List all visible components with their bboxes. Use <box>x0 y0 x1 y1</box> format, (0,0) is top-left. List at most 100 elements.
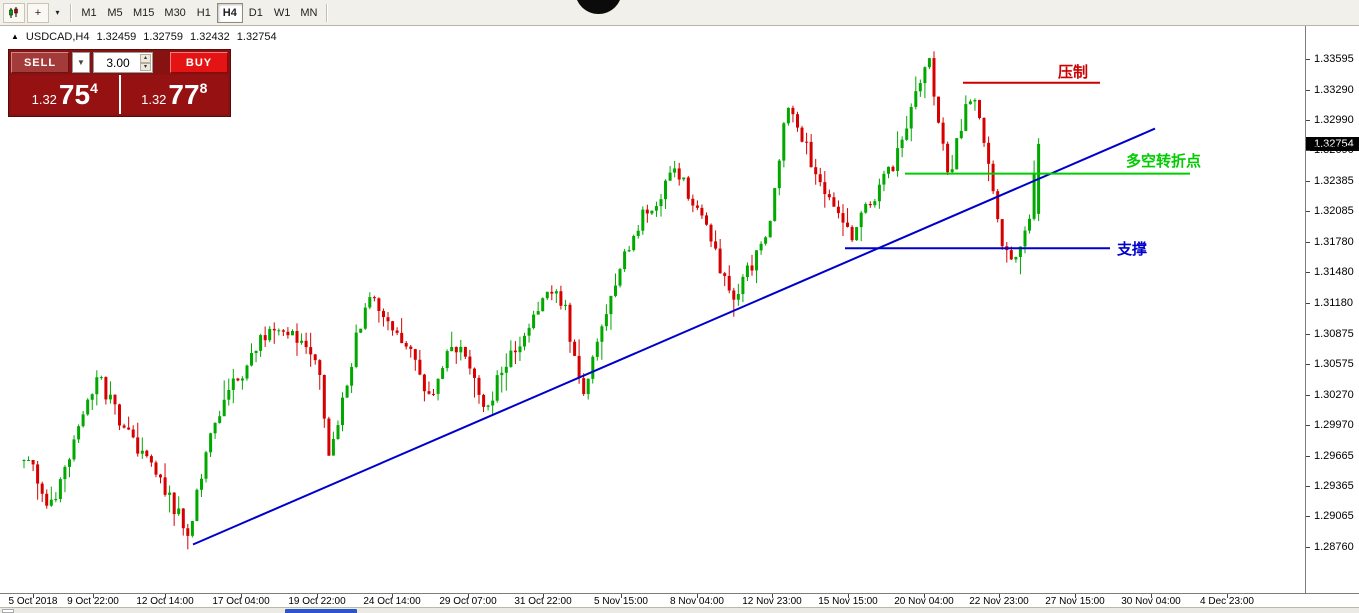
time-axis-label: 4 Dec 23:00 <box>1200 596 1254 607</box>
lot-dropdown-button[interactable]: ▼ <box>72 52 90 73</box>
time-tick <box>924 594 925 598</box>
sell-price-prefix: 1.32 <box>31 92 57 107</box>
price-axis-label: 1.32990 <box>1314 114 1354 127</box>
time-axis-label: 12 Oct 14:00 <box>136 596 194 607</box>
time-axis-label: 12 Nov 23:00 <box>742 596 802 607</box>
price-tick <box>1306 181 1310 183</box>
ohlc-open: 1.32459 <box>96 31 137 43</box>
price-tick <box>1306 120 1310 122</box>
timeframe-button-m15[interactable]: M15 <box>128 3 159 23</box>
time-tick <box>848 594 849 598</box>
price-axis-label: 1.30270 <box>1314 388 1354 401</box>
time-tick <box>543 594 544 598</box>
time-axis-label: 5 Nov 15:00 <box>594 596 648 607</box>
lot-size-value: 3.00 <box>106 55 130 70</box>
time-axis-label: 30 Nov 04:00 <box>1121 596 1181 607</box>
taskbar-fragment[interactable] <box>285 609 357 613</box>
sell-price-display[interactable]: 1.32 75 4 <box>11 75 119 114</box>
buy-button[interactable]: BUY <box>170 52 228 73</box>
ohlc-high: 1.32759 <box>143 31 184 43</box>
time-tick <box>772 594 773 598</box>
timeframe-button-m1[interactable]: M1 <box>76 3 102 23</box>
time-axis-label: 24 Oct 14:00 <box>363 596 421 607</box>
price-axis-label: 1.32085 <box>1314 205 1354 218</box>
time-tick <box>1075 594 1076 598</box>
price-axis-label: 1.31180 <box>1314 296 1353 309</box>
spin-up-icon[interactable]: ▴ <box>140 54 151 63</box>
price-tick <box>1306 547 1310 548</box>
bottom-window-edge <box>0 607 1359 613</box>
crosshair-button[interactable]: + <box>27 2 49 23</box>
sell-price-big: 75 <box>58 79 91 110</box>
one-click-trading-panel: SELL ▼ 3.00 ▴ ▾ BUY 1.32 75 4 1.32 77 8 <box>8 49 231 117</box>
lot-size-input[interactable]: 3.00 ▴ ▾ <box>93 52 153 73</box>
candlesticks <box>22 51 1041 550</box>
trade-controls-row: SELL ▼ 3.00 ▴ ▾ BUY <box>11 52 228 73</box>
sell-button[interactable]: SELL <box>11 52 69 73</box>
chevron-down-icon: ▾ <box>55 8 60 17</box>
trade-prices-row: 1.32 75 4 1.32 77 8 <box>11 75 228 114</box>
buy-price-pip: 8 <box>199 80 208 96</box>
price-tick <box>1306 59 1310 60</box>
timeframe-button-d1[interactable]: D1 <box>243 3 269 23</box>
chart-type-button[interactable] <box>3 2 25 23</box>
chevron-down-icon: ▼ <box>77 58 85 67</box>
ohlc-close: 1.32754 <box>236 31 277 43</box>
timeframe-button-mn[interactable]: MN <box>295 3 322 23</box>
time-tick <box>621 594 622 598</box>
price-axis-label: 1.33290 <box>1314 83 1354 96</box>
lot-spinner[interactable]: ▴ ▾ <box>140 54 151 71</box>
price-tick <box>1306 394 1310 396</box>
toolbar-separator-2 <box>326 3 329 22</box>
time-axis-label: 19 Oct 22:00 <box>288 596 346 607</box>
time-axis[interactable]: 5 Oct 2018 9 Oct 22:00 12 Oct 14:00 17 Oct … <box>0 593 1359 607</box>
price-axis[interactable]: 1.32754 1.33595 1.33290 1.32990 1.32690 1.32… <box>1305 26 1359 593</box>
spin-down-icon[interactable]: ▾ <box>140 62 151 71</box>
buy-price-prefix: 1.32 <box>141 92 167 107</box>
time-axis-label: 17 Oct 04:00 <box>212 596 270 607</box>
price-tick <box>1306 516 1310 518</box>
timeframe-button-h4[interactable]: H4 <box>216 2 243 23</box>
time-tick <box>1151 594 1152 598</box>
candlestick-chart-icon <box>9 6 18 18</box>
price-tick <box>1306 485 1310 487</box>
symbol-period-label: USDCAD,H4 <box>25 31 90 43</box>
price-tick <box>1306 272 1310 274</box>
time-axis-label: 9 Oct 22:00 <box>67 596 119 607</box>
time-tick <box>93 594 94 598</box>
toolbar-dropdown-button[interactable]: ▾ <box>51 3 64 23</box>
time-axis-label: 31 Oct 22:00 <box>514 596 572 607</box>
price-axis-label: 1.29365 <box>1314 479 1354 492</box>
timeframe-button-m30[interactable]: M30 <box>159 3 190 23</box>
price-axis-label: 1.28760 <box>1314 541 1354 553</box>
buy-price-big: 77 <box>168 79 200 110</box>
time-tick <box>317 594 318 598</box>
time-axis-label: 20 Nov 04:00 <box>894 596 954 607</box>
price-tick <box>1306 150 1310 152</box>
chart-window-icon: ▲ <box>11 32 19 41</box>
toolbar: + ▾ M1 M5 M15 M30 H1 H4 D1 W1 MN <box>0 0 1359 26</box>
sell-price-pip: 4 <box>90 80 98 96</box>
timeframe-button-w1[interactable]: W1 <box>269 3 296 23</box>
time-axis-label: 5 Oct 2018 <box>8 596 58 607</box>
time-axis-label: 29 Oct 07:00 <box>439 596 497 607</box>
price-tick <box>1306 242 1310 244</box>
trendline[interactable] <box>192 127 1156 546</box>
time-tick <box>33 594 34 598</box>
price-axis-label: 1.32385 <box>1314 175 1354 188</box>
price-axis-label: 1.29065 <box>1314 510 1354 523</box>
timeframe-button-m5[interactable]: M5 <box>102 3 128 23</box>
price-axis-label: 1.32690 <box>1314 144 1354 157</box>
buy-price-display[interactable]: 1.32 77 8 <box>120 75 228 114</box>
time-axis-label: 22 Nov 23:00 <box>969 596 1029 607</box>
price-tick <box>1306 455 1310 457</box>
turning-point-label: 多空转折点 <box>1126 152 1201 170</box>
resistance-label: 压制 <box>1058 63 1088 81</box>
timeframe-button-h1[interactable]: H1 <box>191 3 217 23</box>
time-tick <box>241 594 242 598</box>
price-axis-label: 1.29665 <box>1314 449 1354 462</box>
price-axis-label: 1.30575 <box>1314 357 1354 370</box>
